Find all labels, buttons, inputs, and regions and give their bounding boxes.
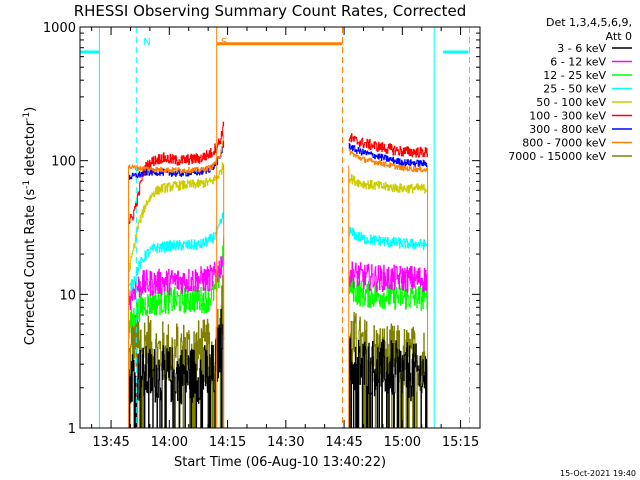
annotation-n: N [143, 37, 150, 48]
legend-label: 50 - 100 keV [536, 96, 606, 109]
axes: 1 10 100 1000 13:45 14:00 14:15 14:30 14:45 15:00… [43, 21, 481, 450]
legend-label: 3 - 6 keV [557, 42, 606, 55]
footer-timestamp: 15-Oct-2021 19:40 [560, 469, 636, 478]
series-line-6-12keV-segment-1 [128, 241, 225, 311]
y-tick-label: 1 [68, 422, 76, 437]
series-line-100-300keV-segment-1 [128, 121, 225, 225]
y-axis-label-main: Corrected Count Rate (s [23, 189, 38, 346]
legend-label: 12 - 25 keV [543, 69, 606, 82]
x-axis-label: Start Time (06-Aug-10 13:40:22) [174, 455, 386, 470]
plot-frame [79, 26, 481, 429]
series-line-25-50keV-segment-2 [348, 226, 428, 251]
x-tick-label: 14:45 [325, 435, 362, 450]
x-tick-label: 14:00 [151, 435, 188, 450]
y-tick-label: 100 [51, 155, 76, 170]
x-tick-label: 14:30 [267, 435, 304, 450]
series-line-25-50keV-segment-1 [128, 212, 225, 292]
y-axis-label-sup1: -1 [22, 180, 32, 189]
y-tick-label: 10 [59, 288, 76, 303]
legend-label: 7000 - 15000 keV [508, 150, 606, 163]
series-line-100-300keV-segment-2 [348, 133, 428, 158]
x-tick-label: 13:45 [92, 435, 129, 450]
legend-header-line-2: Att 0 [606, 30, 632, 43]
legend-label: 100 - 300 keV [529, 110, 606, 123]
legend-label: 300 - 800 keV [529, 123, 606, 136]
y-axis-label-sup2: -1 [22, 112, 32, 121]
y-tick-label: 1000 [43, 21, 76, 36]
y-axis-label-end: ) [23, 107, 38, 112]
y-axis-label-mid: detector [23, 120, 38, 180]
legend-label: 800 - 7000 keV [522, 137, 606, 150]
legend-label: 25 - 50 keV [543, 83, 606, 96]
series-line-300-800keV-segment-2 [348, 142, 428, 168]
chart-title: RHESSI Observing Summary Count Rates, Co… [74, 2, 467, 20]
series-line-7000-15000keV-segment-2 [348, 312, 428, 429]
series-line-7000-15000keV-segment-1 [128, 274, 225, 429]
legend-label: 6 - 12 keV [550, 56, 606, 69]
series-line-50-100keV-segment-1 [128, 162, 225, 272]
series-line-12-25keV-segment-1 [128, 236, 225, 339]
legend-header-line-1: Det 1,3,4,5,6,9, [546, 16, 632, 29]
x-tick-label: 15:00 [384, 435, 421, 450]
series-line-800-7000keV-segment-2 [348, 148, 428, 173]
annotation-s: S [221, 37, 227, 48]
x-tick-label: 15:15 [442, 435, 479, 450]
x-tick-label: 14:15 [209, 435, 246, 450]
series-line-800-7000keV-segment-1 [128, 135, 225, 174]
series-line-50-100keV-segment-2 [348, 174, 428, 194]
series-line-6-12keV-segment-2 [348, 261, 428, 293]
series-line-3-6keV-segment-2 [348, 337, 428, 429]
y-axis-label: Corrected Count Rate (s-1 detector-1) [22, 107, 38, 345]
